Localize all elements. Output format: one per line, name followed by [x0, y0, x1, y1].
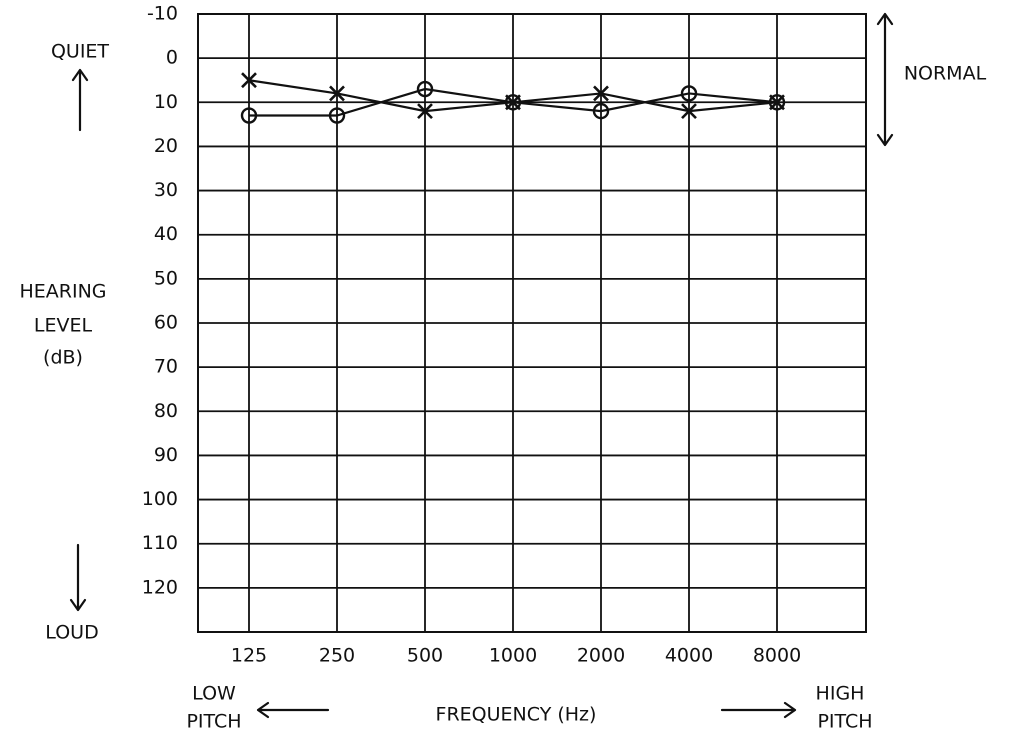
x-tick-label: 250: [319, 645, 355, 667]
marker-o: [504, 94, 522, 111]
annotation-low: PITCH: [186, 711, 241, 733]
y-tick-label: 60: [154, 312, 178, 334]
marker-o: [768, 94, 786, 111]
y-tick-label: 10: [154, 91, 178, 113]
arrow: [876, 12, 894, 147]
arrow: [256, 701, 330, 719]
y-tick-label: 30: [154, 179, 178, 201]
marker-o: [240, 107, 258, 124]
y-tick-label: 90: [154, 444, 178, 466]
annotation-high: PITCH: [817, 711, 872, 733]
y-tick-label: 120: [142, 576, 178, 598]
arrow: [720, 701, 797, 719]
marker-x: [593, 85, 609, 102]
arrow: [69, 543, 87, 612]
x-tick-label: 4000: [665, 645, 713, 667]
y-tick-label: 0: [166, 47, 178, 69]
y-tick-label: 40: [154, 223, 178, 245]
arrow: [71, 68, 89, 132]
annotation-low: LOW: [192, 683, 236, 705]
y-tick-label: 50: [154, 267, 178, 289]
annotation-normal: NORMAL: [904, 63, 987, 85]
x-axis-label: FREQUENCY (Hz): [436, 704, 597, 726]
annotation-quiet: QUIET: [51, 41, 109, 63]
x-tick-label: 8000: [753, 645, 801, 667]
x-tick-label: 500: [407, 645, 443, 667]
x-tick-label: 125: [231, 645, 267, 667]
marker-x: [417, 103, 433, 120]
y-axis-label: LEVEL: [34, 315, 93, 337]
marker-o: [680, 85, 698, 102]
annotation-high: HIGH: [816, 683, 865, 705]
y-tick-label: 70: [154, 356, 178, 378]
marker-x: [681, 103, 697, 120]
x-tick-label: 2000: [577, 645, 625, 667]
y-tick-label: -10: [147, 3, 178, 25]
y-tick-label: 80: [154, 400, 178, 422]
y-axis-label: HEARING: [19, 281, 106, 303]
marker-o: [592, 102, 610, 120]
y-axis-label: (dB): [43, 347, 83, 369]
marker-o: [416, 80, 434, 98]
marker-o: [328, 107, 346, 124]
annotation-loud: LOUD: [45, 622, 98, 644]
y-tick-label: 110: [142, 532, 178, 554]
y-tick-label: 100: [142, 488, 178, 510]
x-tick-label: 1000: [489, 645, 537, 667]
marker-x: [329, 85, 345, 102]
y-tick-label: 20: [154, 135, 178, 157]
marker-x: [241, 72, 257, 89]
